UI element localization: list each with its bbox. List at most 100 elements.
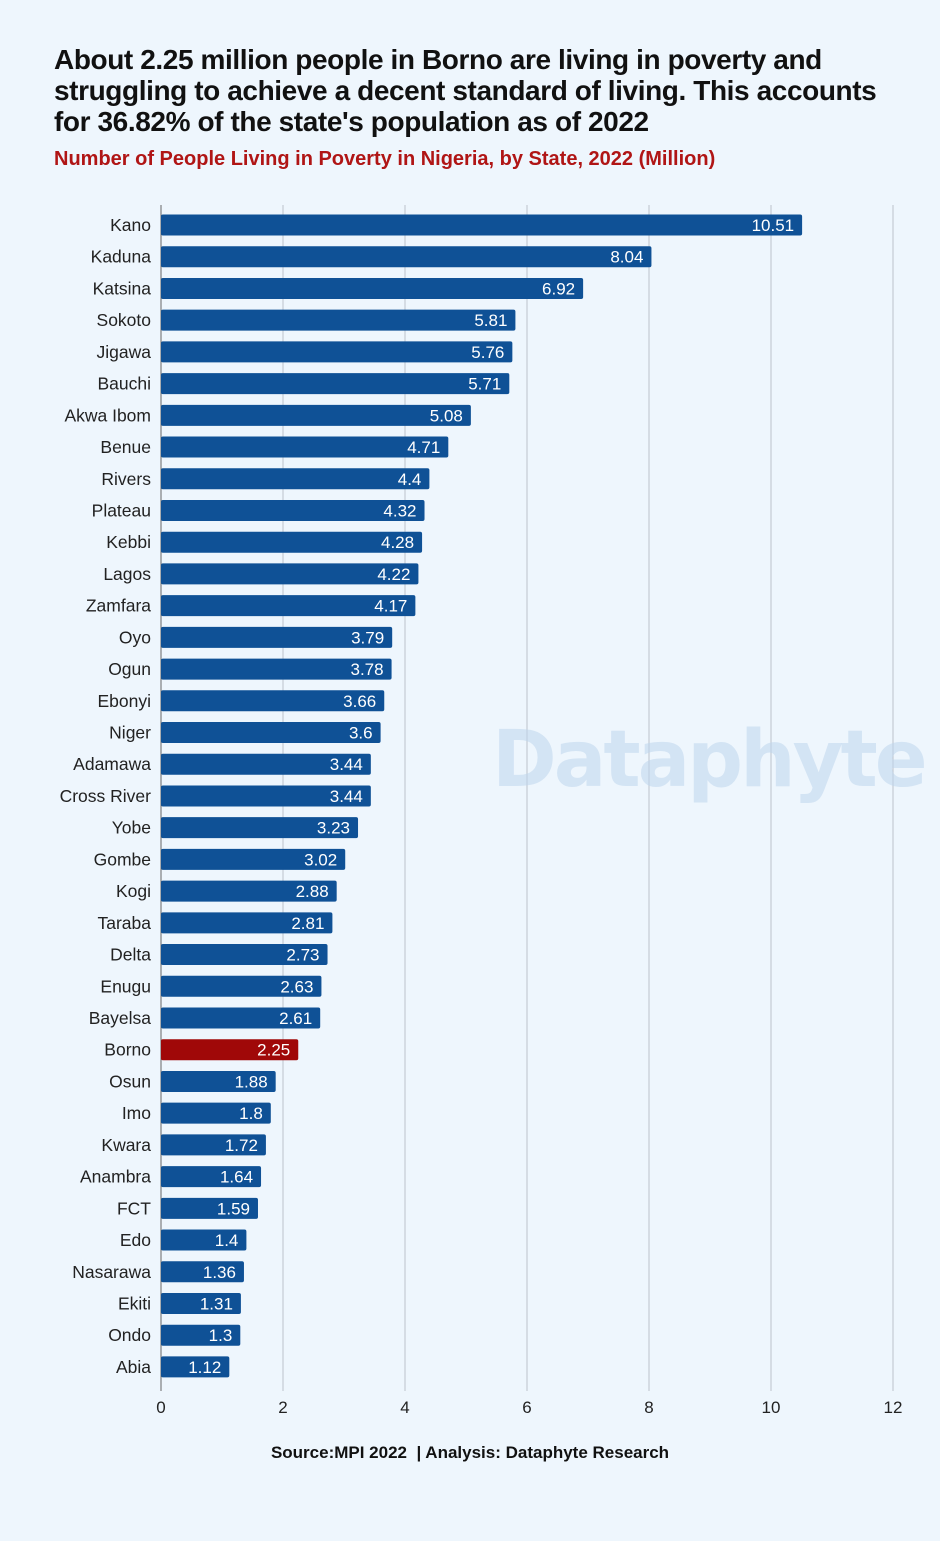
data-label: 3.44 [330,755,363,774]
bar-oyo [161,626,393,648]
bar-ogun [161,658,392,680]
chart-subtitle: Number of People Living in Poverty in Ni… [54,148,716,170]
data-label: 1.4 [215,1231,239,1250]
bar-bayelsa [161,1007,321,1029]
data-label: 4.28 [381,533,414,552]
bar-ebonyi [161,690,385,712]
data-label: 3.44 [330,787,363,806]
bar-nasarawa [161,1261,244,1283]
bar-cross-river [161,785,371,807]
category-label: FCT [117,1198,151,1218]
bar-ekiti [161,1292,241,1314]
bar-niger [161,722,381,744]
bar-kebbi [161,531,423,553]
bar-bauchi [161,373,510,395]
category-label: Cross River [60,786,152,806]
bar-adamawa [161,753,371,775]
data-label: 4.4 [398,470,422,489]
x-tick-label: 2 [278,1398,287,1417]
bar-zamfara [161,595,416,617]
category-label: Anambra [80,1167,151,1187]
category-label: Kano [110,215,151,235]
data-label: 5.71 [468,375,501,394]
category-label: Kebbi [106,532,151,552]
category-label: Kogi [116,881,151,901]
category-label: Yobe [112,818,151,838]
category-label: Taraba [97,913,151,933]
bar-delta [161,944,328,966]
bar-enugu [161,975,322,997]
data-label: 4.32 [383,501,416,520]
category-label: Bayelsa [89,1008,152,1028]
category-label: Bauchi [97,374,151,394]
category-label: Osun [109,1071,151,1091]
data-label: 1.12 [188,1358,221,1377]
data-label: 1.64 [220,1168,253,1187]
x-tick-label: 8 [644,1398,653,1417]
bar-fct [161,1197,258,1219]
data-label: 2.63 [280,977,313,996]
data-label: 3.23 [317,819,350,838]
data-label: 1.31 [200,1294,233,1313]
bar-taraba [161,912,333,934]
category-label: Delta [110,945,151,965]
bar-ondo [161,1324,241,1346]
source-note: Source:MPI 2022 | Analysis: Dataphyte Re… [270,1443,670,1462]
bar-katsina [161,277,584,299]
data-label: 8.04 [610,248,643,267]
category-label: Enugu [100,976,151,996]
data-label: 3.79 [351,628,384,647]
data-label: 1.72 [225,1136,258,1155]
bar-sokoto [161,309,516,331]
data-label: 2.81 [291,914,324,933]
data-label: 10.51 [752,216,795,235]
data-label: 5.81 [474,311,507,330]
category-label: Akwa Ibom [64,405,151,425]
chart-headline: About 2.25 million people in Borno are l… [54,44,877,137]
category-label: Plateau [92,500,151,520]
x-tick-label: 12 [884,1398,903,1417]
bar-kogi [161,880,337,902]
data-label: 1.88 [235,1072,268,1091]
data-label: 2.88 [296,882,329,901]
bar-abia [161,1356,230,1378]
category-label: Adamawa [73,754,151,774]
bar-borno [161,1039,299,1061]
category-label: Rivers [101,469,151,489]
bar-akwa-ibom [161,404,471,426]
category-label: Zamfara [86,596,151,616]
category-label: Edo [120,1230,151,1250]
category-label: Imo [122,1103,151,1123]
data-label: 3.6 [349,724,373,743]
data-label: 1.3 [209,1326,233,1345]
category-label: Gombe [94,849,151,869]
category-label: Katsina [93,278,152,298]
category-label: Ebonyi [97,691,151,711]
data-label: 1.59 [217,1199,250,1218]
category-label: Nasarawa [72,1262,151,1282]
category-label: Abia [116,1357,151,1377]
category-label: Lagos [103,564,151,584]
data-label: 2.73 [286,946,319,965]
bar-edo [161,1229,247,1251]
category-label: Jigawa [97,342,152,362]
category-label: Ondo [108,1325,151,1345]
bar-lagos [161,563,419,585]
category-label: Sokoto [97,310,151,330]
category-label: Kwara [101,1135,151,1155]
data-label: 3.78 [350,660,383,679]
bar-imo [161,1102,271,1124]
data-label: 6.92 [542,279,575,298]
data-label: 1.36 [203,1263,236,1282]
category-label: Ekiti [118,1293,151,1313]
category-label: Benue [100,437,151,457]
bar-yobe [161,817,359,839]
bar-osun [161,1070,276,1092]
x-tick-label: 10 [762,1398,781,1417]
data-label: 5.76 [471,343,504,362]
category-label: Borno [104,1040,151,1060]
data-label: 4.71 [407,438,440,457]
category-label: Ogun [108,659,151,679]
category-label: Oyo [119,627,151,647]
bar-kwara [161,1134,266,1156]
